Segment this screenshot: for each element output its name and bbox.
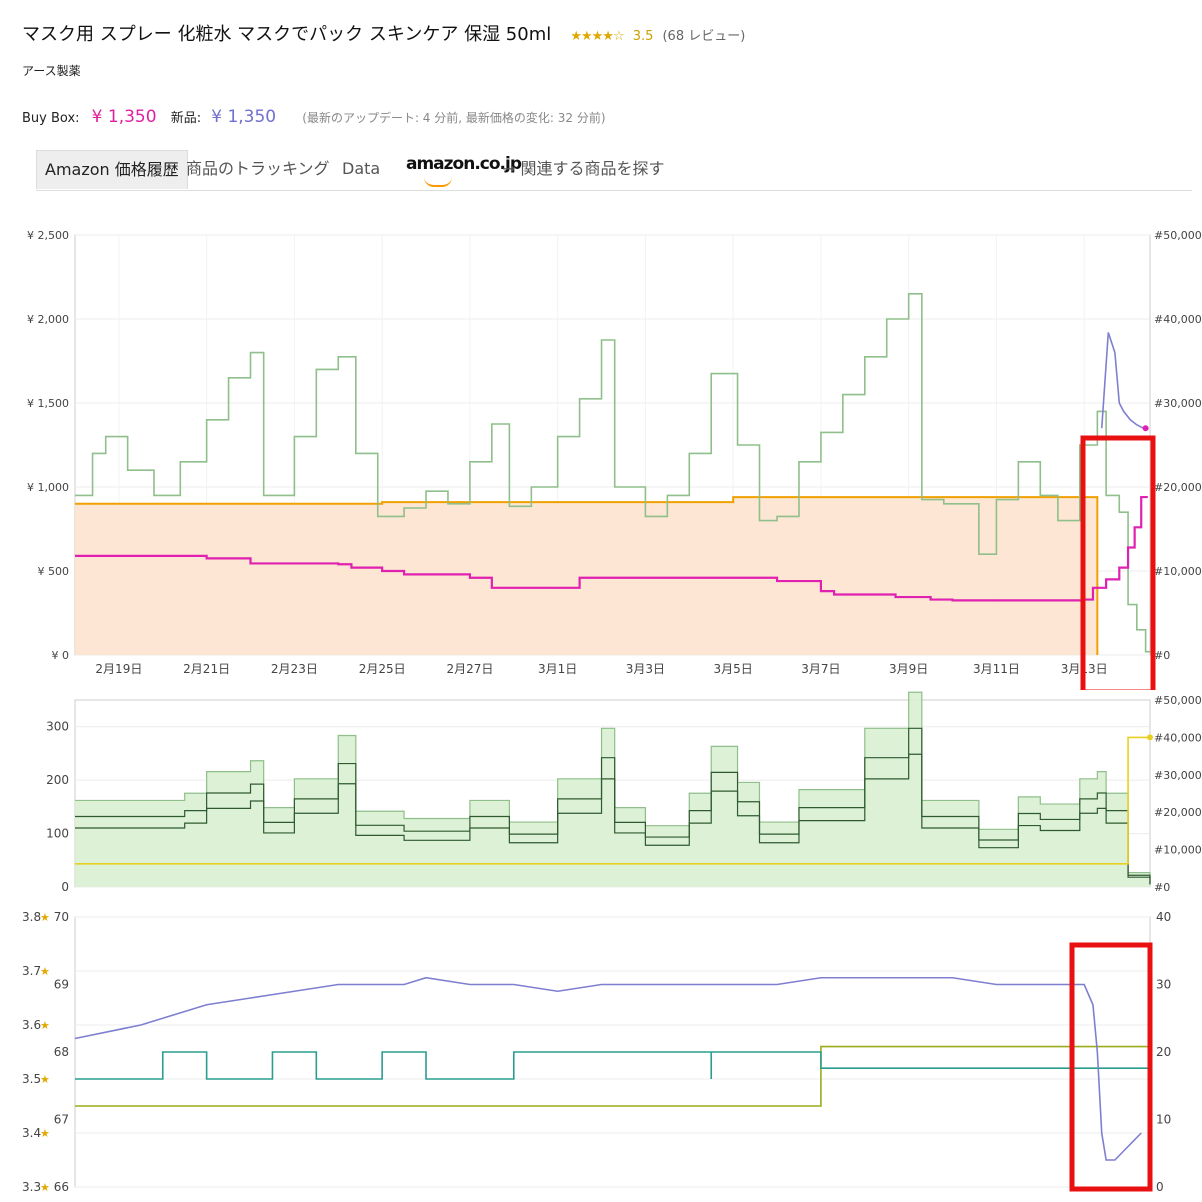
y-left-tick-label: ¥ 2,000 bbox=[27, 313, 69, 326]
price-summary: Buy Box: ¥ 1,350 新品: ¥ 1,350 (最新のアップデート:… bbox=[22, 107, 606, 127]
sales-rank-chart[interactable]: 300 200 100 0 #50,000 #40,000 #30,000 #20,000 #1… bbox=[0, 690, 1202, 905]
sales-rank-line bbox=[75, 293, 1150, 653]
buybox-label: Buy Box: bbox=[22, 111, 80, 126]
y-left-tick-label: 3.8 bbox=[22, 910, 41, 924]
star-icon: ★ bbox=[40, 965, 50, 978]
y-left-tick-label: 3.3 bbox=[22, 1180, 41, 1194]
y-left-tick-label: 3.7 bbox=[22, 964, 41, 978]
star-icon: ★ bbox=[40, 911, 50, 924]
y-right-tick-label: 40 bbox=[1156, 910, 1171, 924]
star-icon: ★ bbox=[40, 1073, 50, 1086]
rank-range-area bbox=[75, 692, 1150, 887]
y-right-tick-label: #40,000 bbox=[1154, 313, 1202, 326]
star-icon: ★ bbox=[40, 1181, 50, 1194]
y-left-tick-label: 0 bbox=[61, 880, 69, 894]
y-mid-tick-label: 69 bbox=[54, 978, 69, 992]
tab-data[interactable]: Data bbox=[342, 159, 381, 178]
y-right-tick-label: #50,000 bbox=[1154, 229, 1202, 242]
current-dot bbox=[1147, 734, 1153, 741]
highlight-box bbox=[1069, 942, 1153, 1192]
y-left-tick-label: 3.5 bbox=[22, 1072, 41, 1086]
y-right-tick-label: #30,000 bbox=[1154, 769, 1202, 782]
new-price-line bbox=[75, 495, 1148, 602]
y-right-tick-label: #30,000 bbox=[1154, 397, 1202, 410]
y-left-tick-label: 300 bbox=[46, 720, 69, 734]
rank-high-line bbox=[75, 691, 1151, 884]
rank-avg-line bbox=[75, 727, 1151, 885]
tab-bar: Amazon 価格履歴 商品のトラッキング Data amazon.co.jp … bbox=[36, 150, 1192, 191]
y-right-tick-label: #10,000 bbox=[1154, 565, 1202, 578]
amazon-link[interactable]: amazon.co.jp bbox=[406, 150, 522, 188]
star-icon: ★ bbox=[40, 1019, 50, 1032]
rating-value: 3.5 bbox=[632, 29, 654, 44]
y-right-tick-label: #20,000 bbox=[1154, 806, 1202, 819]
buybox-price: ¥ 1,350 bbox=[91, 107, 157, 127]
y-left-tick-label: 3.4 bbox=[22, 1126, 41, 1140]
product-header: マスク用 スプレー 化粧水 マスクでパック スキンケア 保湿 50ml ★★★★… bbox=[22, 0, 1192, 191]
x-tick-label: 2月25日 bbox=[359, 662, 406, 676]
y-right-tick-label: #20,000 bbox=[1154, 481, 1202, 494]
rating-line bbox=[75, 1045, 1150, 1107]
y-right-tick-label: #50,000 bbox=[1154, 694, 1202, 707]
star-rating-icon: ★★★★☆ bbox=[570, 29, 624, 44]
x-tick-label: 3月7日 bbox=[801, 662, 840, 676]
rating-chart[interactable]: 3.8★3.7★3.6★3.5★3.4★3.3★7069686766403020… bbox=[0, 905, 1202, 1202]
review-count[interactable]: (68 レビュー) bbox=[662, 29, 746, 44]
amazon-smile-icon bbox=[424, 177, 452, 187]
x-tick-label: 3月11日 bbox=[973, 662, 1020, 676]
product-title[interactable]: マスク用 スプレー 化粧水 マスクでパック スキンケア 保湿 50ml bbox=[22, 24, 552, 45]
offer-count-line bbox=[75, 1051, 1150, 1080]
y-left-tick-label: 200 bbox=[46, 773, 69, 787]
tab-tracking[interactable]: 商品のトラッキング bbox=[186, 159, 330, 178]
y-right-tick-label: #40,000 bbox=[1154, 731, 1202, 744]
price-chart[interactable]: ¥ 2,500 #50,000 ¥ 2,000 #40,000 ¥ 1,500 #30,0… bbox=[0, 220, 1202, 690]
y-left-tick-label: ¥ 0 bbox=[52, 649, 70, 662]
y-mid-tick-label: 68 bbox=[54, 1045, 69, 1059]
tab-related-products[interactable]: → 関連する商品を探す bbox=[502, 159, 665, 178]
amazon-logo: amazon.co.jp bbox=[406, 154, 522, 174]
x-tick-label: 2月19日 bbox=[95, 662, 142, 676]
tab-price-history[interactable]: Amazon 価格履歴 bbox=[36, 150, 188, 189]
update-info: (最新のアップデート: 4 分前, 最新価格の変化: 32 分前) bbox=[302, 111, 606, 125]
yellow-line bbox=[75, 736, 1150, 865]
title-row: マスク用 スプレー 化粧水 マスクでパック スキンケア 保湿 50ml ★★★★… bbox=[22, 20, 745, 46]
buybox-line bbox=[1100, 332, 1144, 429]
y-right-tick-label: 10 bbox=[1156, 1113, 1171, 1127]
x-tick-label: 3月5日 bbox=[714, 662, 753, 676]
brand-name: アース製薬 bbox=[22, 64, 81, 78]
y-right-tick-label: #0 bbox=[1154, 649, 1170, 662]
new-label: 新品: bbox=[170, 111, 202, 126]
x-tick-label: 2月23日 bbox=[271, 662, 318, 676]
y-mid-tick-label: 66 bbox=[54, 1180, 69, 1194]
y-right-tick-label: #0 bbox=[1154, 881, 1170, 894]
y-mid-tick-label: 70 bbox=[54, 910, 69, 924]
highlight-box bbox=[1080, 435, 1156, 690]
x-tick-label: 3月1日 bbox=[538, 662, 577, 676]
y-left-tick-label: 3.6 bbox=[22, 1018, 41, 1032]
amazon-price-area bbox=[75, 497, 1098, 655]
review-count-line bbox=[74, 976, 1142, 1161]
rank-low-line bbox=[75, 753, 1151, 885]
y-right-tick-label: #10,000 bbox=[1154, 844, 1202, 857]
star-icon: ★ bbox=[40, 1127, 50, 1140]
y-left-tick-label: 100 bbox=[46, 827, 69, 841]
x-tick-label: 3月9日 bbox=[889, 662, 928, 676]
y-left-tick-label: ¥ 1,500 bbox=[27, 397, 69, 410]
y-left-tick-label: ¥ 2,500 bbox=[27, 229, 69, 242]
y-mid-tick-label: 67 bbox=[54, 1113, 69, 1127]
y-left-tick-label: ¥ 1,000 bbox=[27, 481, 69, 494]
x-tick-label: 2月27日 bbox=[446, 662, 493, 676]
current-price-dot bbox=[1142, 425, 1149, 432]
y-right-tick-label: 0 bbox=[1156, 1180, 1164, 1194]
amazon-price-line bbox=[75, 496, 1099, 655]
x-tick-label: 2月21日 bbox=[183, 662, 230, 676]
x-tick-label: 3月3日 bbox=[626, 662, 665, 676]
new-price: ¥ 1,350 bbox=[211, 107, 277, 127]
y-left-tick-label: ¥ 500 bbox=[38, 565, 70, 578]
y-right-tick-label: 20 bbox=[1156, 1045, 1171, 1059]
y-right-tick-label: 30 bbox=[1156, 978, 1171, 992]
